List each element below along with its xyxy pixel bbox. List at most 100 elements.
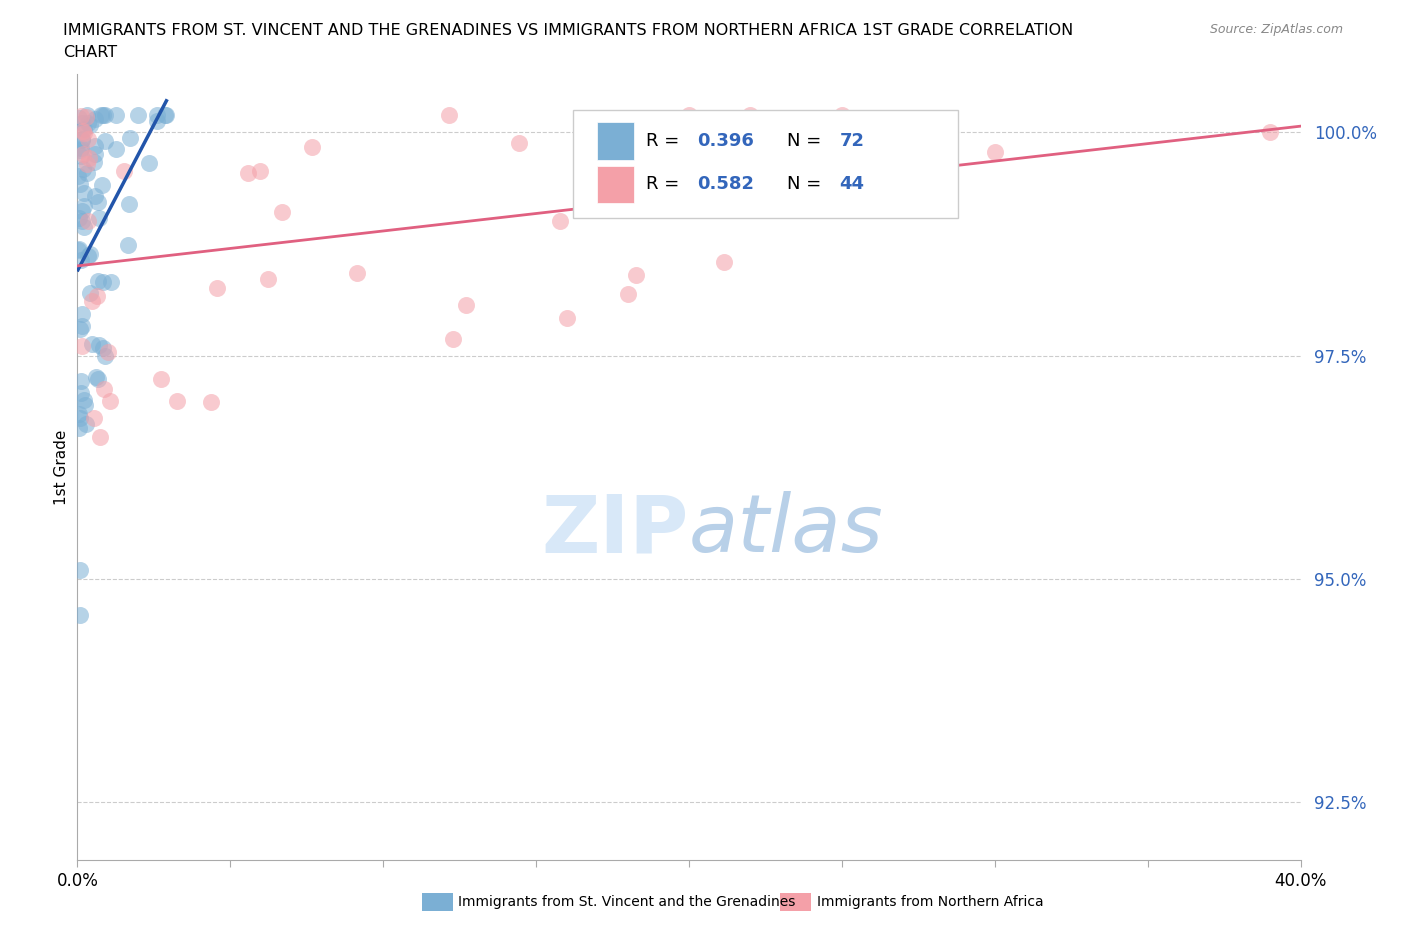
Point xyxy=(443,331,465,346)
Text: Source: ZipAtlas.com: Source: ZipAtlas.com xyxy=(1209,23,1343,36)
Point xyxy=(83,410,105,425)
Point xyxy=(73,219,96,234)
Text: Immigrants from St. Vincent and the Grenadines: Immigrants from St. Vincent and the Gren… xyxy=(458,895,796,910)
Point xyxy=(79,118,101,133)
Point xyxy=(70,339,93,353)
Point xyxy=(138,155,160,170)
Point xyxy=(67,169,90,184)
Point xyxy=(155,107,177,122)
Text: R =: R = xyxy=(647,132,685,151)
Point xyxy=(146,107,169,122)
Bar xyxy=(598,123,634,160)
Point xyxy=(72,161,94,176)
Point xyxy=(72,214,94,229)
Point xyxy=(238,166,260,180)
Text: N =: N = xyxy=(787,132,827,151)
Text: atlas: atlas xyxy=(689,491,884,569)
Point xyxy=(166,393,188,408)
Point xyxy=(76,156,98,171)
Point xyxy=(200,394,222,409)
Point xyxy=(454,298,477,312)
Point xyxy=(79,286,101,300)
Point xyxy=(84,370,107,385)
Point xyxy=(76,248,98,263)
Text: N =: N = xyxy=(787,176,827,193)
Point xyxy=(69,149,91,164)
Point xyxy=(118,196,141,211)
Point xyxy=(72,124,94,139)
Point xyxy=(555,311,578,325)
Point xyxy=(66,243,89,258)
Point xyxy=(249,164,271,179)
Point xyxy=(112,164,135,179)
Point xyxy=(100,275,122,290)
Point xyxy=(205,281,228,296)
FancyBboxPatch shape xyxy=(572,110,957,219)
Text: 0.582: 0.582 xyxy=(697,176,755,193)
Point xyxy=(437,107,460,122)
Point xyxy=(86,195,108,210)
Point xyxy=(72,306,94,321)
Point xyxy=(70,204,93,219)
Point xyxy=(84,146,107,161)
Point xyxy=(76,108,98,123)
Point xyxy=(69,141,91,156)
Point xyxy=(70,319,93,334)
Point xyxy=(69,411,91,426)
Point xyxy=(91,107,114,122)
Text: 72: 72 xyxy=(839,132,865,151)
Point xyxy=(118,130,141,145)
Point xyxy=(70,133,93,148)
Point xyxy=(69,563,91,578)
Point xyxy=(80,293,103,308)
Point xyxy=(69,177,91,192)
Point xyxy=(73,122,96,137)
Point xyxy=(127,107,149,122)
Point xyxy=(67,420,90,435)
Point xyxy=(72,146,94,161)
Text: ZIP: ZIP xyxy=(541,491,689,569)
Point xyxy=(94,107,117,122)
Point xyxy=(67,111,90,126)
Point xyxy=(256,272,278,286)
Point xyxy=(789,126,811,140)
Point xyxy=(104,141,127,156)
Point xyxy=(84,139,107,153)
Point xyxy=(146,113,169,128)
Point xyxy=(67,211,90,226)
Point xyxy=(678,107,700,122)
Point xyxy=(83,154,105,169)
Point xyxy=(70,386,93,401)
Point xyxy=(301,140,323,154)
Point xyxy=(89,430,111,445)
Point xyxy=(149,372,172,387)
Point xyxy=(75,398,97,413)
Point xyxy=(79,246,101,261)
Point xyxy=(75,109,97,124)
Point xyxy=(69,322,91,337)
Point xyxy=(75,416,97,431)
Point xyxy=(70,131,93,146)
Point xyxy=(153,107,176,122)
Point xyxy=(713,255,735,270)
Point xyxy=(91,340,114,355)
Point xyxy=(80,337,103,352)
Text: 0.396: 0.396 xyxy=(697,132,755,151)
Point xyxy=(84,189,107,204)
Y-axis label: 1st Grade: 1st Grade xyxy=(53,430,69,505)
Point xyxy=(548,214,571,229)
Point xyxy=(73,392,96,407)
Point xyxy=(508,135,530,150)
Point xyxy=(93,381,115,396)
Point xyxy=(91,177,114,192)
Point xyxy=(77,151,100,166)
Point xyxy=(831,107,853,122)
Point xyxy=(346,265,368,280)
Text: CHART: CHART xyxy=(63,45,117,60)
Point xyxy=(69,143,91,158)
Point xyxy=(105,107,128,122)
Point xyxy=(73,186,96,201)
Point xyxy=(91,274,114,289)
Point xyxy=(98,393,121,408)
Point xyxy=(73,198,96,213)
